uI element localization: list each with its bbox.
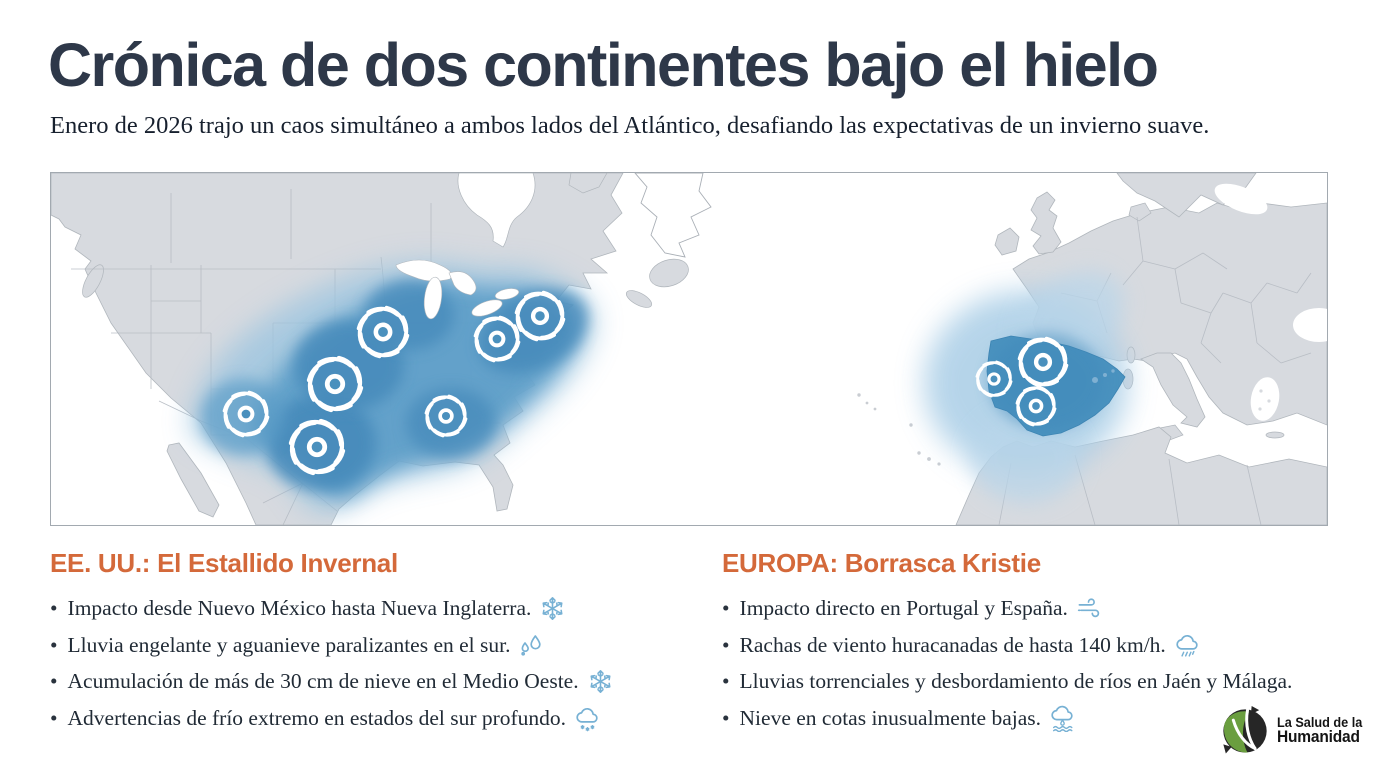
map-baltic-sea xyxy=(1214,183,1268,215)
page-subtitle: Enero de 2026 trajo un caos simultáneo a… xyxy=(50,112,1210,139)
snowflake-icon xyxy=(587,668,614,695)
map-land-great-britain xyxy=(1030,191,1062,255)
map-hudson-bay xyxy=(457,173,536,248)
bullet-text: Impacto directo en Portugal y España. xyxy=(739,596,1068,620)
bullet-item: Lluvia engelante y aguanieve paralizante… xyxy=(50,627,660,664)
snowflake-icon xyxy=(539,595,566,622)
map-balearic-island xyxy=(1092,377,1098,383)
map-land-ireland xyxy=(994,227,1020,256)
map-land-italy xyxy=(1140,352,1206,428)
logo-text-line1: La Salud de la xyxy=(1277,714,1363,730)
map-land-newfoundland xyxy=(649,258,689,288)
section-us: EE. UU.: El Estallido Invernal Impacto d… xyxy=(50,548,660,736)
section-us-bullets: Impacto desde Nuevo México hasta Nueva I… xyxy=(50,590,660,736)
wind-icon xyxy=(1076,595,1103,622)
map-balearic-island xyxy=(1111,369,1115,373)
map-aegean-island xyxy=(1267,399,1271,403)
map-land-baffin xyxy=(568,173,608,194)
logo-text: La Salud de la Humanidad xyxy=(1277,714,1363,747)
bullet-item: Advertencias de frío extremo en estados … xyxy=(50,700,660,737)
map-land-denmark xyxy=(1128,202,1152,222)
section-europe: EUROPA: Borrasca Kristie Impacto directo… xyxy=(722,548,1347,736)
bullet-text: Lluvias torrenciales y desbordamiento de… xyxy=(739,669,1293,694)
bullet-text: Impacto desde Nuevo México hasta Nueva I… xyxy=(67,596,532,620)
bullet-item: Impacto desde Nuevo México hasta Nueva I… xyxy=(50,590,660,627)
bullet-text: Advertencias de frío extremo en estados … xyxy=(67,705,567,730)
storm-map-svg xyxy=(51,173,1327,525)
bullet-item: Impacto directo en Portugal y España. xyxy=(722,590,1347,627)
section-europe-bullets: Impacto directo en Portugal y España. Rac… xyxy=(722,590,1347,736)
map-great-lakes xyxy=(395,259,520,320)
cloud-flood-icon xyxy=(1049,705,1076,732)
brand-logo: La Salud de la Humanidad xyxy=(1220,706,1368,756)
map-azores-island xyxy=(865,401,869,405)
cloud-snow-icon xyxy=(574,705,601,732)
map-storm-core-iberia xyxy=(988,333,1104,429)
map-land-crete xyxy=(1265,431,1285,439)
map-gulf-of-finland xyxy=(1257,176,1297,198)
map-canary-island xyxy=(937,462,941,466)
section-us-heading: EE. UU.: El Estallido Invernal xyxy=(50,548,398,578)
map-aegean-island xyxy=(1259,389,1263,393)
map-canary-island xyxy=(927,457,931,461)
map-land-baja xyxy=(166,442,220,518)
map-land-corsica xyxy=(1126,346,1136,364)
logo-text-line2: Humanidad xyxy=(1277,728,1360,747)
map-canary-island xyxy=(917,451,921,455)
bullet-text: Acumulación de más de 30 cm de nieve en … xyxy=(67,669,579,694)
map-land-vancouver-island xyxy=(82,264,104,298)
section-europe-heading: EUROPA: Borrasca Kristie xyxy=(722,548,1041,578)
map-land-greenland xyxy=(634,173,712,258)
map-black-sea xyxy=(1293,308,1327,342)
droplets-icon xyxy=(518,632,545,659)
bullet-text: Rachas de viento huracanadas de hasta 14… xyxy=(739,632,1166,657)
bullet-item: Rachas de viento huracanadas de hasta 14… xyxy=(722,627,1347,664)
map-land-scandinavia xyxy=(1116,173,1257,218)
map-madeira-island xyxy=(909,423,913,427)
map-storm-halo-morocco xyxy=(971,412,1081,504)
bullet-item: Nieve en cotas inusualmente bajas. xyxy=(722,700,1347,737)
bullet-item: Lluvias torrenciales y desbordamiento de… xyxy=(722,663,1347,700)
map-azores-island xyxy=(857,393,861,397)
logo-leaf-icon xyxy=(1223,706,1267,754)
bullet-text: Lluvia engelante y aguanieve paralizante… xyxy=(67,632,511,657)
cloud-rain-icon xyxy=(1174,632,1201,659)
map-aegean-sea xyxy=(1250,377,1280,421)
bullet-text: Nieve en cotas inusualmente bajas. xyxy=(739,705,1042,730)
bullet-item: Acumulación de más de 30 cm de nieve en … xyxy=(50,663,660,700)
map-balearic-island xyxy=(1103,373,1107,377)
map-land-nova-scotia xyxy=(625,290,653,308)
storm-map xyxy=(50,172,1328,526)
page-title: Crónica de dos continentes bajo el hielo xyxy=(48,31,1159,99)
map-azores-island xyxy=(873,407,877,411)
map-aegean-island xyxy=(1258,407,1262,411)
